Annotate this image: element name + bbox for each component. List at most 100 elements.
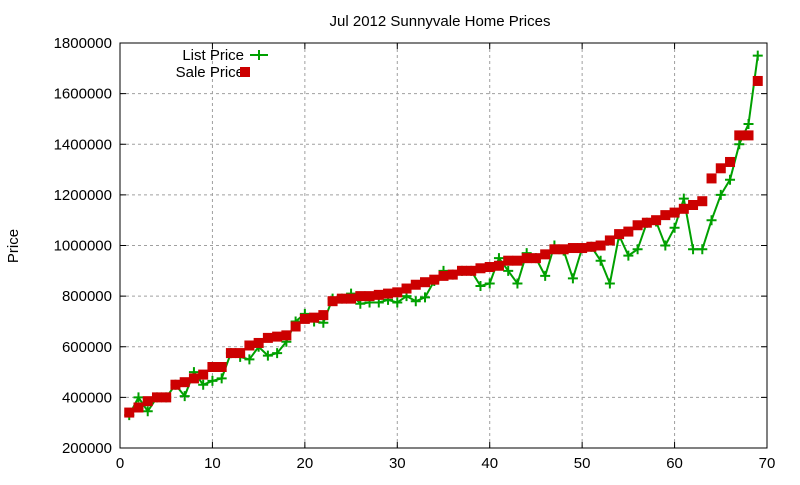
- sale-price-point: [392, 287, 403, 298]
- x-tick-label: 40: [481, 455, 498, 472]
- sale-price-point: [262, 332, 273, 343]
- sale-price-point: [669, 207, 680, 218]
- sale-price-point: [752, 75, 763, 86]
- sale-price-point: [466, 265, 477, 276]
- sale-price-point: [475, 263, 486, 274]
- list-price-point: [715, 189, 726, 200]
- legend: List Price Sale Price: [176, 47, 268, 81]
- sale-price-point: [161, 392, 172, 403]
- sale-price-point: [207, 362, 218, 372]
- sale-price-point: [235, 348, 246, 359]
- sale-price-point: [706, 173, 717, 184]
- sale-price-point: [216, 362, 227, 372]
- sale-price-point: [383, 288, 394, 299]
- sale-price-point: [272, 331, 283, 342]
- sale-price-point: [373, 289, 384, 300]
- sale-price-point: [586, 241, 597, 252]
- list-price-point: [484, 278, 495, 289]
- sale-price-point: [336, 293, 347, 304]
- list-price-point: [752, 50, 763, 61]
- list-price-point: [420, 292, 431, 303]
- sale-price-point: [290, 321, 301, 332]
- sale-price-point: [124, 407, 135, 418]
- sale-price-point: [660, 210, 671, 221]
- list-price-point: [512, 278, 523, 289]
- list-price-point: [262, 350, 273, 361]
- sale-price-point: [540, 249, 551, 260]
- sale-price-point: [604, 235, 615, 246]
- sale-price-point: [420, 277, 431, 288]
- y-tick-label: 600000: [62, 339, 112, 356]
- axis-ticks: 0 10 20 30 40 50 60 70 200000 400000 600000 800000 1…: [54, 35, 776, 472]
- sale-price-point: [299, 313, 310, 324]
- x-tick-label: 10: [204, 455, 221, 472]
- list-price-point: [503, 265, 514, 276]
- sale-price-point: [364, 291, 375, 302]
- x-tick-label: 50: [574, 455, 591, 472]
- sale-price-point: [688, 200, 699, 210]
- list-price-point: [244, 354, 255, 365]
- list-price-point: [604, 278, 615, 289]
- sale-price-point: [142, 396, 153, 407]
- plot-frame: [119, 42, 768, 449]
- list-price-point: [660, 240, 671, 251]
- y-tick-label: 1600000: [54, 86, 112, 103]
- legend-label-list-price: List Price: [182, 47, 244, 64]
- sale-price-point: [725, 156, 736, 167]
- list-price-point: [688, 244, 699, 255]
- list-price-point: [216, 373, 227, 384]
- y-tick-label: 1400000: [54, 136, 112, 153]
- x-tick-label: 60: [666, 455, 683, 472]
- sale-price-point: [484, 262, 495, 273]
- list-price-line: [128, 55, 759, 416]
- sale-price-point: [530, 253, 541, 264]
- sale-price-point: [512, 255, 523, 266]
- sale-price-point: [577, 243, 588, 254]
- sale-price-point: [641, 217, 652, 228]
- list-price-point: [725, 174, 736, 185]
- sale-price-point: [651, 215, 662, 226]
- list-price-point: [142, 406, 153, 417]
- series: [124, 50, 763, 421]
- list-price-point: [207, 375, 218, 386]
- y-tick-label: 800000: [62, 288, 112, 305]
- x-tick-label: 20: [297, 455, 314, 472]
- sale-price-point: [567, 243, 578, 254]
- y-tick-label: 400000: [62, 389, 112, 406]
- sale-price-point: [401, 283, 412, 294]
- sale-price-point: [346, 293, 357, 304]
- sale-price-point: [743, 130, 754, 141]
- sale-price-point: [133, 402, 144, 413]
- list-price-point: [475, 281, 486, 291]
- sale-price-point: [614, 229, 625, 240]
- sale-price-point: [493, 260, 504, 271]
- list-price-point: [410, 296, 421, 307]
- x-tick-label: 30: [389, 455, 406, 472]
- chart-title: Jul 2012 Sunnyvale Home Prices: [330, 13, 551, 30]
- list-price-point: [392, 297, 403, 308]
- sale-price-point: [281, 330, 292, 341]
- legend-label-sale-price: Sale Price: [176, 64, 244, 81]
- sale-price-point: [198, 369, 209, 380]
- list-price-point: [198, 379, 209, 390]
- sale-price-point: [170, 379, 181, 390]
- y-tick-label: 1000000: [54, 238, 112, 255]
- sale-price-point: [456, 265, 467, 276]
- sale-price-point: [734, 130, 745, 141]
- y-tick-label: 200000: [62, 440, 112, 457]
- legend-marker-sale-price: [240, 67, 250, 77]
- list-price-point: [678, 193, 689, 204]
- sale-price-point: [179, 377, 190, 388]
- sale-price-point: [447, 269, 458, 280]
- list-price-point: [734, 139, 745, 150]
- list-price-point: [567, 273, 578, 284]
- sale-price-point: [327, 296, 338, 307]
- sale-price-point: [151, 392, 162, 403]
- list-price-point: [540, 270, 551, 281]
- sale-price-point: [521, 253, 532, 264]
- list-price-point: [697, 244, 708, 255]
- sale-price-point: [697, 196, 708, 207]
- sale-price-point: [225, 348, 236, 359]
- legend-marker-list-price: [254, 50, 264, 60]
